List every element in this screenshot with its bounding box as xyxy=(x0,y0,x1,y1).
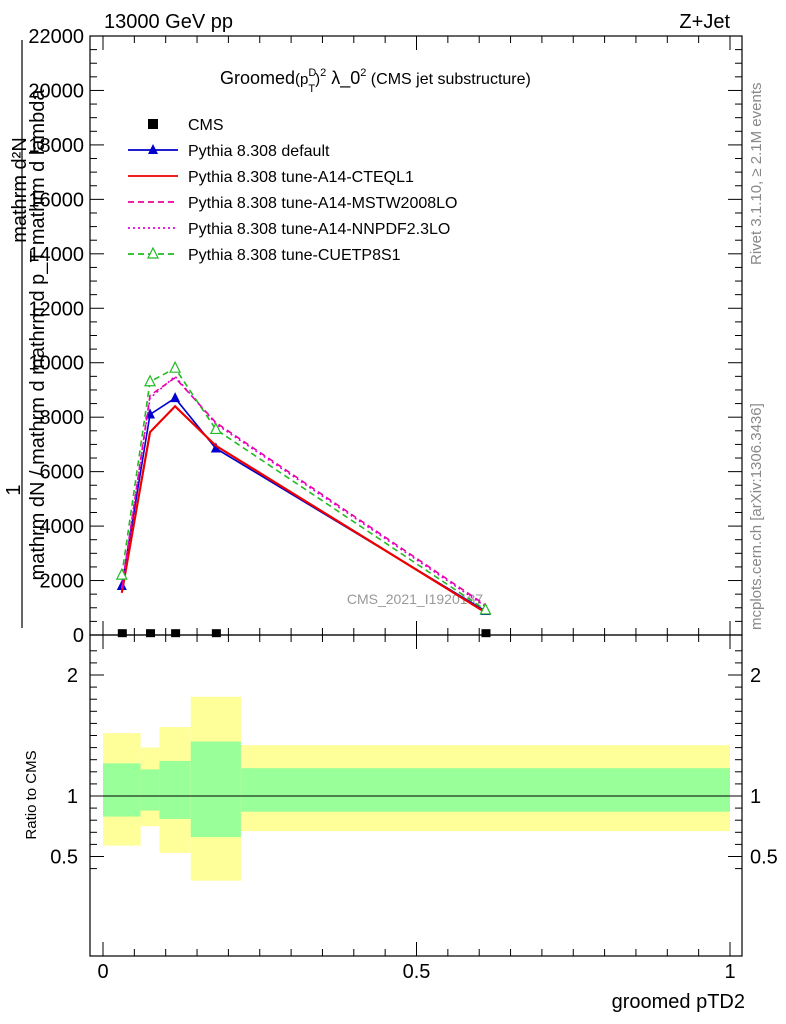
x-tick-label-2: 1 xyxy=(724,961,735,983)
title-close: ) xyxy=(315,71,320,88)
y-tick-label-7: 14000 xyxy=(28,244,84,266)
legend-label-5: Pythia 8.308 tune-CUETP8S1 xyxy=(188,247,401,264)
cms-point xyxy=(481,629,491,638)
legend-label-0: CMS xyxy=(188,117,224,134)
ratio-tick-label-right-2: 2 xyxy=(750,665,761,687)
y-tick-label-2: 4000 xyxy=(40,516,85,538)
series-point-4 xyxy=(169,360,182,373)
y-tick-label-4: 8000 xyxy=(40,407,85,429)
series-line-4 xyxy=(121,367,486,611)
legend: CMS Pythia 8.308 default Pythia 8.308 tune… xyxy=(128,117,457,264)
ratio-ticks: 0.5 0.5 1 1 2 2 xyxy=(50,650,778,870)
series-layer xyxy=(115,360,492,616)
cms-point xyxy=(171,629,181,638)
legend-label-3: Pythia 8.308 tune-A14-MSTW2008LO xyxy=(188,195,457,212)
header-right: Z+Jet xyxy=(679,11,730,33)
legend-label-2: Pythia 8.308 tune-A14-CTEQL1 xyxy=(188,169,414,186)
ratio-band-stat-3 xyxy=(190,741,241,838)
title-sub-t: T xyxy=(308,83,315,95)
y-tick-label-8: 16000 xyxy=(28,189,84,211)
ratio-tick-label-right-0: 0.5 xyxy=(750,847,778,869)
series-point-4 xyxy=(479,602,492,615)
ratio-tick-label-1: 1 xyxy=(67,786,78,808)
title-sup-d: D xyxy=(308,67,316,79)
legend-label-1: Pythia 8.308 default xyxy=(188,143,330,160)
title-sup-2b: 2 xyxy=(360,67,366,79)
legend-marker-5 xyxy=(147,246,159,259)
y-label-top: mathrm d²N xyxy=(9,137,31,243)
series-point-0 xyxy=(210,442,221,453)
plot-title: Groomed(pD T)2 λ_02 (CMS jet substructure… xyxy=(220,67,531,95)
y-label-den: mathrm dN / mathrm d mathrm d p_T mathrm… xyxy=(27,89,49,581)
cms-point xyxy=(211,629,221,638)
mcplots-label: mcplots.cern.ch [arXiv:1306.3436] xyxy=(748,403,765,630)
ratio-band-stat-4 xyxy=(240,768,730,812)
y-ticks: 0 2000 4000 6000 8000 10000 12000 14000 16000 180… xyxy=(28,26,742,647)
y-tick-label-11: 22000 xyxy=(28,26,84,48)
title-suffix: (CMS jet substructure) xyxy=(366,71,530,88)
series-point-4 xyxy=(144,374,156,387)
x-axis-label: groomed pTD2 xyxy=(612,991,745,1013)
series-point-0 xyxy=(170,392,181,403)
title-prefix: Groomed xyxy=(220,68,295,88)
ratio-tick-label-2: 2 xyxy=(67,665,78,687)
y-axis-title-main: mathrm d²N 1 mathrm dN / mathrm d mathrm… xyxy=(3,40,49,628)
series-line-2 xyxy=(121,376,486,606)
y-tick-label-0: 0 xyxy=(73,625,84,647)
legend-marker-0 xyxy=(148,119,158,129)
legend-marker-1 xyxy=(148,144,158,154)
y-tick-label-6: 12000 xyxy=(28,298,84,320)
y-tick-label-1: 2000 xyxy=(40,571,85,593)
x-tick-label-1: 0.5 xyxy=(403,961,431,983)
y-tick-label-10: 20000 xyxy=(28,80,84,102)
ratio-tick-label-0: 0.5 xyxy=(50,847,78,869)
y-tick-label-9: 18000 xyxy=(28,135,84,157)
series-line-3 xyxy=(121,375,486,608)
series-point-4 xyxy=(115,567,128,580)
ratio-band-stat-2 xyxy=(159,760,191,819)
cms-point xyxy=(146,629,156,638)
y-tick-label-3: 6000 xyxy=(40,462,85,484)
series-line-1 xyxy=(120,404,487,614)
y-label-num: 1 xyxy=(3,484,25,495)
y-tick-label-5: 10000 xyxy=(28,353,84,375)
ratio-bands xyxy=(103,696,730,881)
watermark: CMS_2021_I1920187 xyxy=(347,591,483,607)
x-tick-label-0: 0 xyxy=(97,961,108,983)
cms-point xyxy=(117,629,127,638)
title-mid: λ_0 xyxy=(326,68,360,89)
ratio-tick-label-right-1: 1 xyxy=(750,786,761,808)
cms-points xyxy=(117,629,491,638)
title-sup-2: 2 xyxy=(320,67,326,79)
series-point-4 xyxy=(209,422,222,435)
legend-label-4: Pythia 8.308 tune-A14-NNPDF2.3LO xyxy=(188,221,450,238)
ratio-band-stat-1 xyxy=(140,769,160,811)
rivet-label: Rivet 3.1.10, ≥ 2.1M events xyxy=(748,83,765,266)
header-left: 13000 GeV pp xyxy=(104,11,233,33)
title-p: (p xyxy=(295,71,308,88)
ratio-band-stat-0 xyxy=(103,763,141,817)
ratio-y-label: Ratio to CMS xyxy=(23,750,40,839)
x-ticks: 0 0.5 1 xyxy=(97,36,736,983)
